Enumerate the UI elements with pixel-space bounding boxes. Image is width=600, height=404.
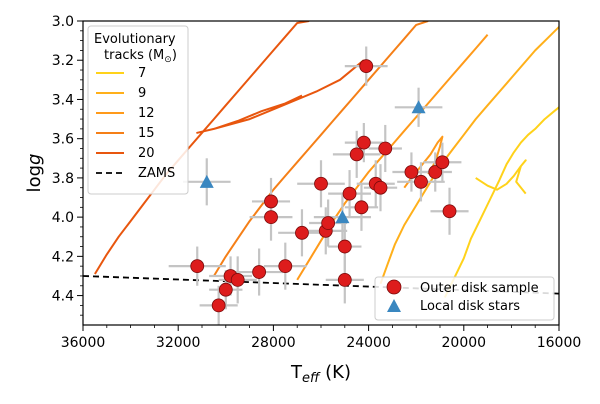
y-tick-label: 4.2 — [52, 249, 74, 265]
data-points — [168, 46, 469, 325]
track-legend-label: ZAMS — [138, 166, 175, 181]
track-legend-title-sym: ⊙ — [164, 55, 172, 65]
track-legend-label: 15 — [138, 126, 155, 141]
outer-disk-point — [321, 216, 336, 230]
legend-local-marker — [387, 299, 401, 312]
y-tick-label: 4.0 — [52, 210, 74, 226]
track-legend-label: 9 — [138, 86, 146, 101]
y-axis-label-italic: g — [24, 154, 45, 165]
track-legend-title-line2: tracks (M⊙) — [104, 48, 177, 65]
outer-disk-point — [428, 165, 443, 179]
track-legend: Evolutionary tracks (M⊙) 7 9 12 15 20 ZAMS — [87, 25, 189, 195]
track-legend-title-close: ) — [172, 48, 177, 63]
x-axis-label-unit: (K) — [319, 362, 351, 383]
outer-disk-point — [218, 282, 233, 297]
y-tick-label: 3.4 — [52, 92, 74, 108]
legend-outer-label: Outer disk sample — [420, 281, 539, 296]
local-disk-point — [199, 174, 214, 188]
outer-disk-point — [435, 155, 450, 170]
y-tick-label: 3.6 — [52, 132, 74, 148]
outer-disk-point — [278, 259, 293, 274]
y-axis-label: logg — [24, 154, 45, 193]
outer-disk-point — [252, 265, 267, 279]
local-disk-point — [411, 100, 426, 114]
track-15 — [213, 21, 429, 277]
outer-disk-point — [378, 141, 393, 156]
y-tick-label: 3.0 — [52, 14, 74, 30]
track-legend-title-main: tracks (M — [104, 48, 164, 63]
outer-disk-point — [373, 180, 388, 195]
y-tick-label: 3.2 — [52, 53, 74, 69]
track-9 — [379, 26, 559, 285]
outer-disk-point — [264, 194, 278, 209]
x-axis-label-main: T — [290, 362, 303, 383]
outer-disk-point — [414, 174, 428, 189]
outer-disk-point — [264, 210, 278, 225]
y-tick-label: 4.4 — [52, 289, 74, 305]
outer-disk-point — [349, 147, 364, 162]
local-disk-point — [335, 210, 350, 224]
x-axis-label-sub: eff — [302, 371, 321, 386]
y-tick-label: 3.8 — [52, 171, 74, 187]
outer-disk-point — [230, 272, 245, 287]
outer-disk-point — [359, 59, 374, 74]
x-tick-label: 16000 — [537, 335, 582, 351]
x-tick-label: 28000 — [251, 335, 296, 351]
track-20 — [94, 21, 310, 275]
x-tick-label: 36000 — [61, 335, 106, 351]
outer-disk-point — [295, 225, 309, 240]
x-axis-label: Teff (K) — [290, 362, 351, 386]
x-tick-label: 32000 — [156, 335, 201, 351]
x-tick-label: 20000 — [442, 335, 487, 351]
sample-legend-box — [374, 276, 555, 321]
track-legend-label: 7 — [138, 66, 146, 81]
outer-disk-point — [442, 204, 457, 219]
outer-disk-point — [314, 176, 328, 191]
sample-legend: Outer disk sample Local disk stars — [374, 276, 555, 321]
track-7-hook — [475, 159, 527, 195]
outer-disk-point — [404, 165, 419, 179]
legend-outer-marker — [386, 279, 402, 295]
track-20-hook — [196, 59, 365, 134]
outer-disk-point — [337, 272, 352, 287]
outer-disk-point — [211, 298, 226, 313]
axis-ticks: 36000 32000 28000 24000 20000 16000 3.0 3.2 3.4 3… — [52, 14, 582, 351]
outer-disk-point — [337, 239, 352, 254]
outer-disk-point — [190, 259, 205, 274]
outer-disk-point — [342, 186, 357, 201]
legend-local-label: Local disk stars — [420, 299, 520, 314]
track-legend-label: 12 — [138, 106, 155, 121]
outer-disk-point — [356, 135, 371, 150]
track-7 — [443, 106, 559, 298]
track-legend-entries: 7 9 12 15 20 ZAMS — [96, 66, 175, 181]
track-legend-label: 20 — [138, 146, 155, 161]
x-tick-label: 24000 — [346, 335, 391, 351]
y-axis-label-main: log — [24, 165, 45, 192]
outer-disk-point — [354, 200, 369, 215]
track-legend-title-line1: Evolutionary — [94, 32, 176, 47]
